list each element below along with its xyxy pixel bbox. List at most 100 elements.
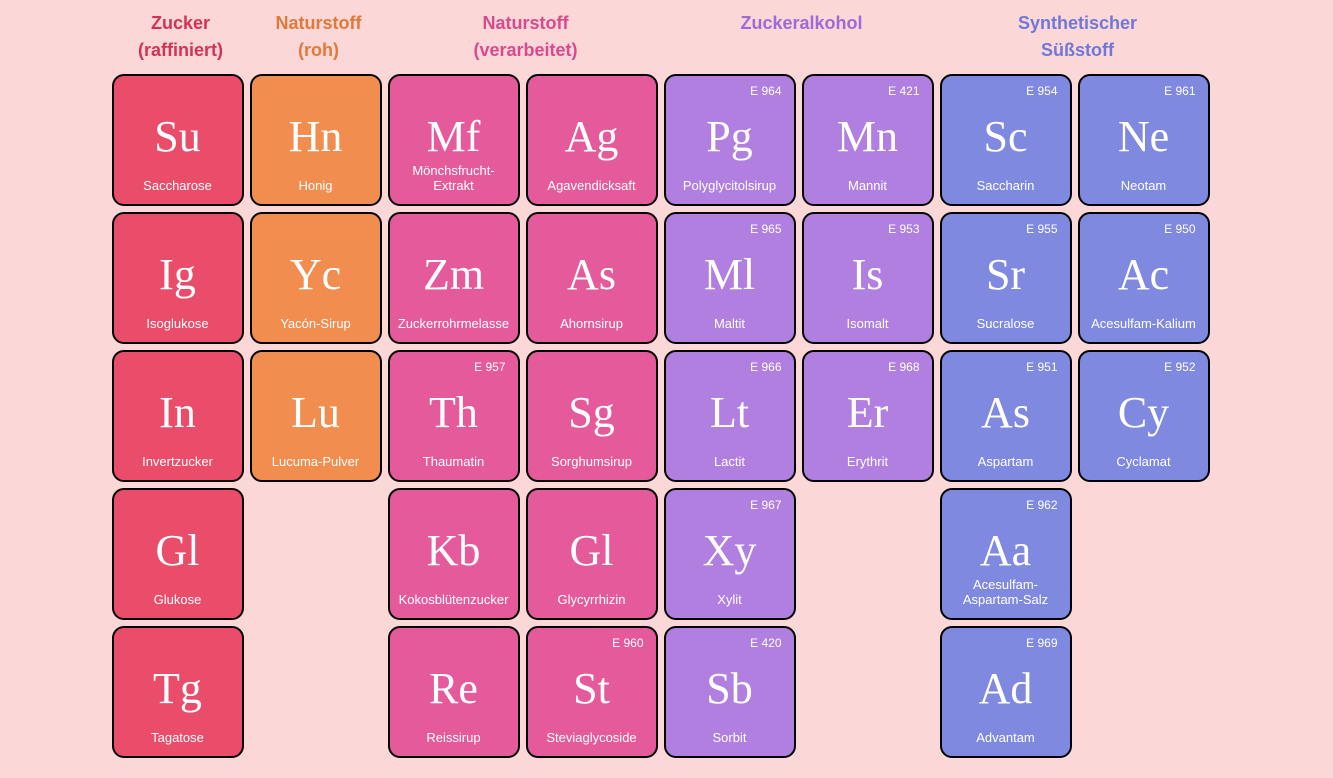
tile-symbol: Ml (704, 253, 755, 297)
tile-symbol: Ad (979, 667, 1033, 711)
tile-th-processed: E 957ThThaumatin (388, 350, 520, 482)
tile-symbol: Sc (984, 115, 1028, 159)
tile-symbol: As (981, 391, 1030, 435)
tile-symbol: Sg (568, 391, 614, 435)
tile-symbol: As (567, 253, 616, 297)
tile-symbol: Mf (427, 115, 481, 159)
tile-in-refined: InInvertzucker (112, 350, 244, 482)
header-processed: Naturstoff(verarbeitet) (388, 10, 664, 64)
tile-symbol: Yc (290, 253, 341, 297)
tile-symbol: Sr (986, 253, 1025, 297)
tile-name: Sorbit (670, 731, 790, 746)
tile-name: Invertzucker (118, 455, 238, 470)
tile-name: Isomalt (808, 317, 928, 332)
tile-symbol: Aa (980, 529, 1031, 573)
tile-sg-processed: Sg Sorghumsirup (526, 350, 658, 482)
tile-symbol: Xy (703, 529, 757, 573)
tile-symbol: Mn (837, 115, 898, 159)
tile-enumber: E 969 (1026, 636, 1057, 650)
tile-symbol: Ac (1118, 253, 1169, 297)
tile-name: Kokosblütenzucker (394, 593, 514, 608)
tile-enumber: E 952 (1164, 360, 1195, 374)
tile-name: Polyglycitolsirup (670, 179, 790, 194)
tile-enumber: E 954 (1026, 84, 1057, 98)
tile-symbol: Is (852, 253, 884, 297)
tile-enumber: E 967 (750, 498, 781, 512)
tile-enumber: E 961 (1164, 84, 1195, 98)
tile-enumber: E 420 (750, 636, 781, 650)
tile-lt-alcohol: E 966LtLactit (664, 350, 796, 482)
tile-mf-processed: Mf Mönchsfrucht-Extrakt (388, 74, 520, 206)
tile-ac-synthetic: E 950 Ac Acesulfam-Kalium (1078, 212, 1210, 344)
tile-sr-synthetic: E 955 Sr Sucralose (940, 212, 1072, 344)
tile-enumber: E 955 (1026, 222, 1057, 236)
tile-name: Mönchsfrucht-Extrakt (394, 164, 514, 194)
tile-symbol: Tg (153, 667, 202, 711)
tile-symbol: Su (154, 115, 200, 159)
tile-symbol: Lu (291, 391, 340, 435)
tile-name: Acesulfam-Aspartam-Salz (946, 578, 1066, 608)
tile-su-refined: Su Saccharose (112, 74, 244, 206)
tile-enumber: E 964 (750, 84, 781, 98)
tile-name: Thaumatin (394, 455, 514, 470)
tile-enumber: E 966 (750, 360, 781, 374)
periodic-grid: Su Saccharose HnHonig Mf Mönchsfrucht-Extrak… (112, 74, 1222, 758)
tile-aa-synthetic: E 962 Aa Acesulfam-Aspartam-Salz (940, 488, 1072, 620)
tile-symbol: Zm (423, 253, 484, 297)
tile-name: Glycyrrhizin (532, 593, 652, 608)
tile-gl-processed: Gl Glycyrrhizin (526, 488, 658, 620)
tile-symbol: Ig (159, 253, 196, 297)
tile-enumber: E 953 (888, 222, 919, 236)
tile-name: Neotam (1084, 179, 1204, 194)
tile-name: Isoglukose (118, 317, 238, 332)
tile-ad-synthetic: E 969AdAdvantam (940, 626, 1072, 758)
tile-symbol: Gl (156, 529, 200, 573)
tile-ne-synthetic: E 961 Ne Neotam (1078, 74, 1210, 206)
tile-symbol: Pg (706, 115, 752, 159)
tile-enumber: E 421 (888, 84, 919, 98)
tile-enumber: E 951 (1026, 360, 1057, 374)
tile-name: Lucuma-Pulver (256, 455, 376, 470)
tile-yc-raw: YcYacón-Sirup (250, 212, 382, 344)
tile-name: Xylit (670, 593, 790, 608)
tile-symbol: Ne (1118, 115, 1169, 159)
tile-pg-alcohol: E 964 Pg Polyglycitolsirup (664, 74, 796, 206)
tile-enumber: E 950 (1164, 222, 1195, 236)
header-alcohol: Zuckeralkohol (664, 10, 940, 64)
tile-name: Lactit (670, 455, 790, 470)
tile-symbol: Gl (570, 529, 614, 573)
tile-name: Maltit (670, 317, 790, 332)
tile-name: Saccharose (118, 179, 238, 194)
tile-lu-raw: Lu Lucuma-Pulver (250, 350, 382, 482)
tile-name: Sorghumsirup (532, 455, 652, 470)
tile-name: Acesulfam-Kalium (1084, 317, 1204, 332)
tile-name: Agavendicksaft (532, 179, 652, 194)
tile-enumber: E 962 (1026, 498, 1057, 512)
tile-ml-alcohol: E 965 Ml Maltit (664, 212, 796, 344)
tile-ig-refined: Ig Isoglukose (112, 212, 244, 344)
tile-hn-raw: HnHonig (250, 74, 382, 206)
tile-symbol: Hn (289, 115, 343, 159)
header-refined: Zucker(raffiniert) (112, 10, 250, 64)
tile-re-processed: ReReissirup (388, 626, 520, 758)
tile-sc-synthetic: E 954ScSaccharin (940, 74, 1072, 206)
tile-ag-processed: AgAgavendicksaft (526, 74, 658, 206)
tile-symbol: Kb (427, 529, 481, 573)
tile-enumber: E 965 (750, 222, 781, 236)
tile-as-processed: AsAhornsirup (526, 212, 658, 344)
tile-er-alcohol: E 968ErErythrit (802, 350, 934, 482)
header-synthetic: SynthetischerSüßstoff (940, 10, 1216, 64)
tile-enumber: E 968 (888, 360, 919, 374)
tile-name: Cyclamat (1084, 455, 1204, 470)
tile-sb-alcohol: E 420SbSorbit (664, 626, 796, 758)
tile-cy-synthetic: E 952CyCyclamat (1078, 350, 1210, 482)
tile-name: Sucralose (946, 317, 1066, 332)
tile-gl-refined: GlGlukose (112, 488, 244, 620)
tile-name: Steviaglycoside (532, 731, 652, 746)
tile-is-alcohol: E 953 Is Isomalt (802, 212, 934, 344)
tile-st-processed: E 960StSteviaglycoside (526, 626, 658, 758)
tile-name: Erythrit (808, 455, 928, 470)
tile-name: Mannit (808, 179, 928, 194)
tile-xy-alcohol: E 967 Xy Xylit (664, 488, 796, 620)
tile-name: Zuckerrohrmelasse (394, 317, 514, 332)
